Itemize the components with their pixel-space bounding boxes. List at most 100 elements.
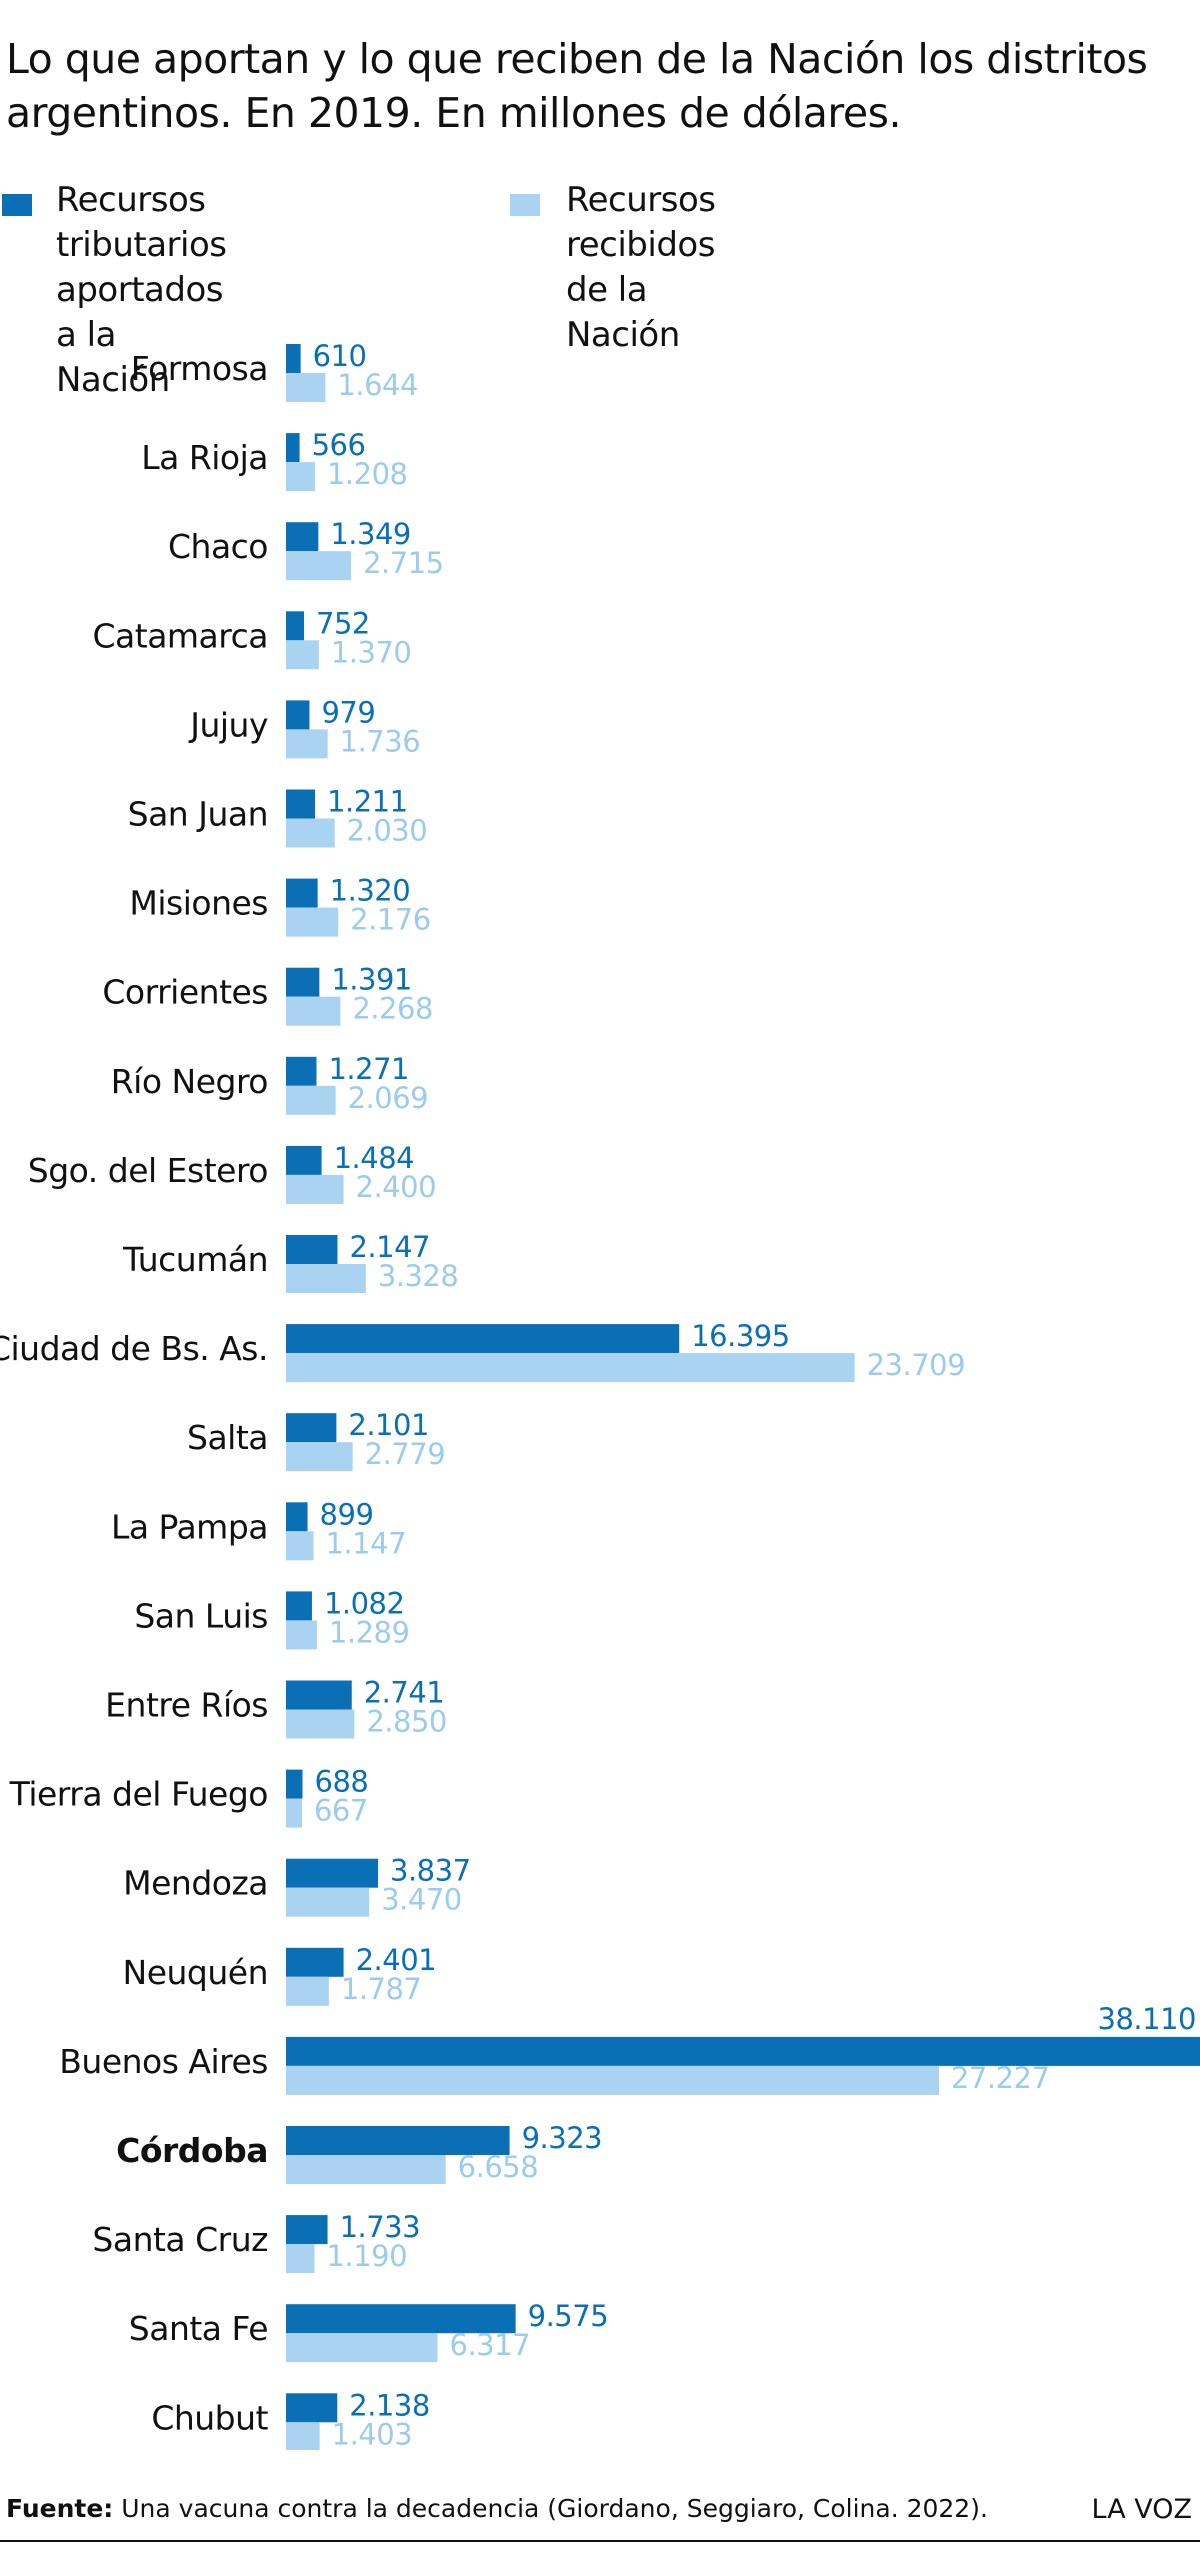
bar-recibidos-mendoza (286, 1887, 370, 1917)
bar-aportados-ciudad-de-bs-as (286, 1324, 680, 1354)
value-label-aportados-mendoza: 3.837 (390, 1854, 471, 1888)
bar-recibidos-santa-cruz (286, 2244, 315, 2274)
footer-divider (0, 2540, 1200, 2542)
brand-logo-text: LA VOZ (1091, 2494, 1192, 2525)
value-label-recibidos-sgo-del-estero: 2.400 (356, 1170, 437, 1204)
value-label-recibidos-rio-negro: 2.069 (348, 1081, 429, 1115)
category-label-ciudad-de-bs-as: Ciudad de Bs. As. (0, 1329, 268, 1368)
bar-recibidos-chaco (286, 551, 352, 581)
category-label-buenos-aires: Buenos Aires (59, 2042, 268, 2081)
category-label-rio-negro: Río Negro (111, 1062, 268, 1101)
legend-label-recibidos: Recursos recibidos de la Nación (566, 180, 716, 355)
category-label-chaco: Chaco (168, 527, 268, 566)
value-label-recibidos-santa-cruz: 1.190 (327, 2239, 408, 2273)
value-label-recibidos-neuquen: 1.787 (341, 1972, 422, 2006)
bar-aportados-neuquen (286, 1947, 344, 1977)
value-label-aportados-san-luis: 1.082 (324, 1586, 405, 1620)
value-label-recibidos-formosa: 1.644 (337, 368, 418, 402)
category-label-salta: Salta (187, 1418, 268, 1457)
chart-title: Lo que aportan y lo que reciben de la Na… (6, 35, 1148, 137)
value-label-aportados-sgo-del-estero: 1.484 (334, 1141, 415, 1175)
category-label-san-juan: San Juan (128, 795, 268, 834)
bar-recibidos-rio-negro (286, 1085, 336, 1115)
value-label-recibidos-jujuy: 1.736 (340, 724, 421, 758)
value-label-aportados-tierra-del-fuego: 688 (315, 1765, 369, 1799)
bar-aportados-buenos-aires (286, 2036, 1200, 2066)
value-label-aportados-santa-cruz: 1.733 (340, 2210, 421, 2244)
bar-recibidos-neuquen (286, 1976, 329, 2006)
value-label-aportados-jujuy: 979 (321, 695, 375, 729)
bar-recibidos-san-juan (286, 818, 335, 848)
value-label-aportados-formosa: 610 (313, 339, 367, 373)
bar-recibidos-formosa (286, 373, 326, 402)
category-label-misiones: Misiones (129, 884, 268, 923)
category-label-la-rioja: La Rioja (141, 438, 268, 477)
value-label-recibidos-san-luis: 1.289 (329, 1615, 410, 1649)
value-label-recibidos-misiones: 2.176 (350, 903, 431, 937)
category-label-sgo-del-estero: Sgo. del Estero (28, 1151, 268, 1190)
bar-aportados-tierra-del-fuego (286, 1769, 303, 1799)
value-label-aportados-salta: 2.101 (348, 1408, 429, 1442)
bar-recibidos-san-luis (286, 1620, 317, 1650)
value-label-recibidos-santa-fe: 6.317 (450, 2328, 531, 2362)
category-label-tierra-del-fuego: Tierra del Fuego (9, 1775, 268, 1814)
value-label-recibidos-tierra-del-fuego: 667 (314, 1794, 368, 1828)
category-label-entre-rios: Entre Ríos (105, 1686, 268, 1725)
value-label-aportados-entre-rios: 2.741 (364, 1676, 445, 1710)
bar-recibidos-cordoba (286, 2155, 446, 2184)
legend-swatch-aportados (2, 194, 32, 216)
legend-label-aportados: Recursos tributarios aportados a la Naci… (56, 180, 227, 400)
bar-recibidos-misiones (286, 907, 339, 937)
bar-aportados-chubut (286, 2393, 338, 2423)
legend-swatch-recibidos (510, 194, 540, 216)
bar-recibidos-tierra-del-fuego (286, 1798, 302, 1828)
category-label-san-luis: San Luis (134, 1596, 268, 1635)
value-label-aportados-chaco: 1.349 (330, 517, 411, 551)
bar-recibidos-ciudad-de-bs-as (286, 1353, 855, 1383)
bar-aportados-santa-fe (286, 2304, 516, 2334)
bar-aportados-santa-cruz (286, 2215, 328, 2245)
bar-recibidos-la-rioja (286, 462, 315, 492)
bar-aportados-san-juan (286, 789, 316, 819)
value-label-aportados-san-juan: 1.211 (327, 785, 408, 819)
bar-aportados-rio-negro (286, 1056, 317, 1086)
value-label-recibidos-entre-rios: 2.850 (366, 1705, 447, 1739)
value-label-aportados-cordoba: 9.323 (522, 2121, 603, 2155)
bar-aportados-san-luis (286, 1591, 312, 1621)
bar-aportados-la-rioja (286, 433, 300, 463)
category-label-corrientes: Corrientes (102, 973, 268, 1012)
bar-recibidos-la-pampa (286, 1531, 314, 1561)
value-label-aportados-rio-negro: 1.271 (328, 1052, 409, 1086)
bar-recibidos-jujuy (286, 729, 328, 759)
bar-recibidos-entre-rios (286, 1709, 355, 1739)
category-label-catamarca: Catamarca (92, 616, 268, 655)
category-label-formosa: Formosa (131, 349, 268, 388)
category-label-cordoba: Córdoba (116, 2131, 268, 2170)
category-label-santa-fe: Santa Fe (129, 2309, 268, 2348)
value-label-recibidos-mendoza: 3.470 (381, 1883, 462, 1917)
value-label-recibidos-corrientes: 2.268 (352, 992, 433, 1026)
value-label-recibidos-la-pampa: 1.147 (326, 1526, 407, 1560)
bar-recibidos-buenos-aires (286, 2065, 939, 2095)
value-label-aportados-buenos-aires: 38.110 (1098, 2002, 1196, 2036)
bar-aportados-mendoza (286, 1858, 379, 1888)
bar-aportados-jujuy (286, 700, 310, 730)
category-label-neuquen: Neuquén (123, 1953, 268, 1992)
bar-recibidos-salta (286, 1442, 353, 1472)
category-label-la-pampa: La Pampa (111, 1507, 268, 1546)
value-label-aportados-ciudad-de-bs-as: 16.395 (691, 1319, 789, 1353)
value-label-aportados-corrientes: 1.391 (331, 963, 412, 997)
value-label-recibidos-chubut: 1.403 (332, 2417, 413, 2450)
value-label-aportados-catamarca: 752 (316, 606, 370, 640)
bar-aportados-formosa (286, 344, 301, 373)
value-label-recibidos-cordoba: 6.658 (458, 2150, 539, 2184)
value-label-aportados-neuquen: 2.401 (356, 1943, 437, 1977)
bar-recibidos-catamarca (286, 640, 319, 670)
bar-recibidos-chubut (286, 2422, 320, 2450)
value-label-recibidos-catamarca: 1.370 (331, 635, 412, 669)
value-label-aportados-la-pampa: 899 (320, 1497, 374, 1531)
bar-aportados-cordoba (286, 2126, 510, 2155)
bar-aportados-salta (286, 1413, 337, 1443)
value-label-aportados-la-rioja: 566 (312, 428, 366, 462)
